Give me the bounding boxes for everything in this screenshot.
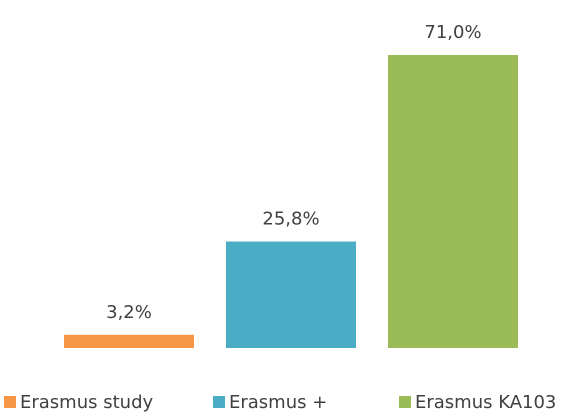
legend-swatch [4,396,16,408]
data-label: 25,8% [262,209,319,230]
bar [64,334,194,348]
legend-swatch [399,396,411,408]
data-label: 3,2% [106,302,152,323]
legend-swatch [213,396,225,408]
bar [388,55,518,348]
bar [226,241,356,348]
data-label: 71,0% [424,22,481,43]
legend-label: Erasmus + [229,392,327,413]
legend-label: Erasmus study [20,392,153,413]
legend-label: Erasmus KA103 [415,392,556,413]
